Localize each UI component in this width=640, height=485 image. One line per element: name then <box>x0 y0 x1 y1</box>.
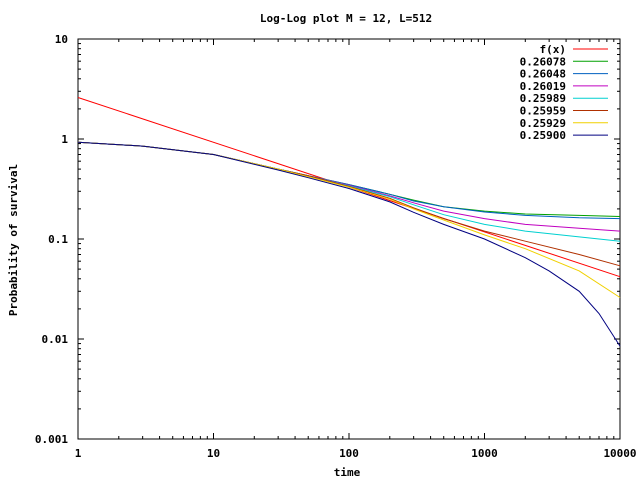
legend-label-6: 0.25929 <box>520 117 566 130</box>
series-lines <box>77 97 621 347</box>
y-axis-label: Probability of survival <box>7 164 20 316</box>
legend-label-4: 0.25989 <box>520 92 566 105</box>
y-tick-label: 1 <box>61 133 68 146</box>
y-tick-label: 10 <box>55 33 68 46</box>
axes: 1 10 100 1000 10000 0.001 0.01 0.1 1 10 <box>35 33 637 460</box>
x-axis-label: time <box>334 466 361 479</box>
y-tick-label: 0.001 <box>35 433 68 446</box>
legend-label-0: f(x) <box>540 43 567 56</box>
series-line-7 <box>77 141 621 347</box>
legend-label-7: 0.25900 <box>520 129 566 142</box>
y-tick-label: 0.01 <box>42 333 69 346</box>
chart-title: Log-Log plot M = 12, L=512 <box>260 12 432 25</box>
x-tick-label: 1000 <box>471 447 498 460</box>
x-tick-label: 10 <box>207 447 220 460</box>
x-tick-label: 10000 <box>603 447 636 460</box>
legend: f(x)0.260780.260480.260190.259890.259590… <box>520 43 608 142</box>
legend-label-5: 0.25959 <box>520 105 566 118</box>
legend-label-3: 0.26019 <box>520 80 566 93</box>
legend-label-1: 0.26078 <box>520 55 566 68</box>
x-tick-label: 100 <box>339 447 359 460</box>
y-tick-label: 0.1 <box>48 233 68 246</box>
legend-label-2: 0.26048 <box>520 68 566 81</box>
x-tick-label: 1 <box>75 447 82 460</box>
